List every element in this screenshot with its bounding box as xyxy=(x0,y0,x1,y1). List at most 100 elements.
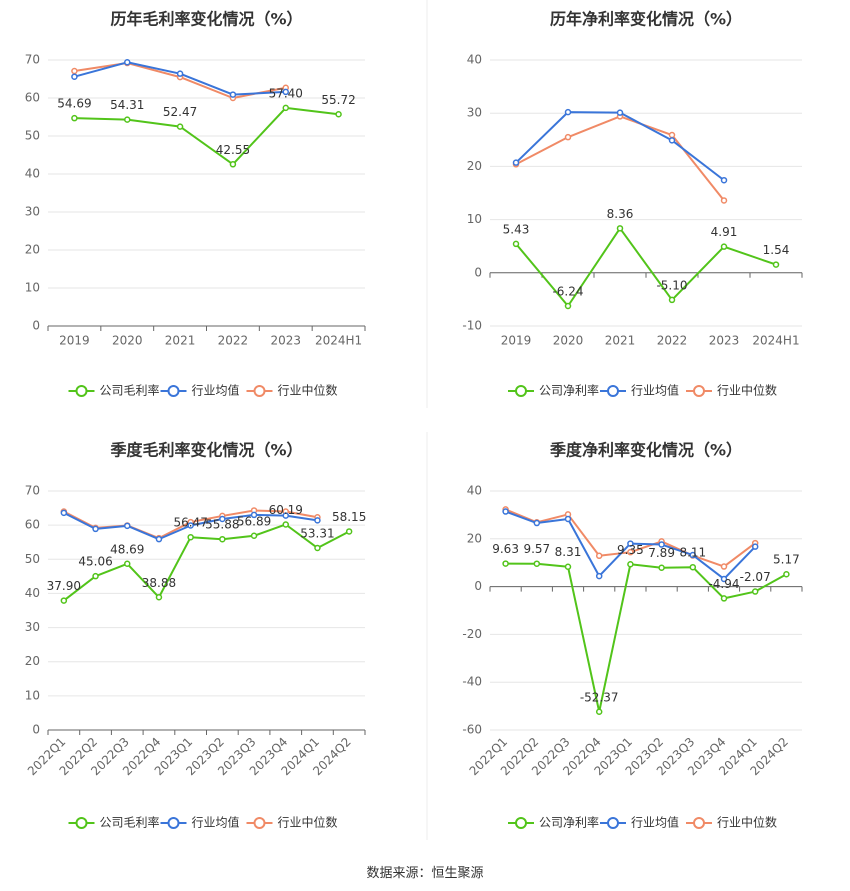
legend-item[interactable]: 公司毛利率 xyxy=(68,383,160,398)
data-point[interactable] xyxy=(60,509,68,517)
data-point[interactable] xyxy=(282,88,289,96)
data-label: 37.90 xyxy=(47,579,81,593)
data-point[interactable] xyxy=(155,535,163,543)
data-point[interactable] xyxy=(512,159,520,166)
data-point[interactable] xyxy=(616,225,624,232)
data-point[interactable] xyxy=(564,133,572,141)
data-point[interactable] xyxy=(345,528,353,535)
data-point[interactable] xyxy=(751,588,759,595)
y-tick-label: 30 xyxy=(25,620,40,634)
legend-item[interactable]: 公司毛利率 xyxy=(68,815,160,830)
data-point[interactable] xyxy=(187,522,194,529)
data-point[interactable] xyxy=(595,708,603,716)
x-tick-label: 2022 xyxy=(657,334,688,348)
data-point[interactable] xyxy=(627,561,634,568)
data-point[interactable] xyxy=(502,560,509,567)
data-point[interactable] xyxy=(219,515,226,523)
data-label: 9.57 xyxy=(523,542,550,556)
chart-annual-net-margin: 历年净利率变化情况（%） -10 0 10 20 30 40 2019 2020 2021 2022… xyxy=(462,10,803,398)
data-point[interactable] xyxy=(176,70,184,77)
data-point[interactable] xyxy=(92,572,99,580)
legend-item[interactable]: 行业均值 xyxy=(160,815,240,830)
data-point[interactable] xyxy=(314,517,321,524)
data-point[interactable] xyxy=(564,108,572,116)
data-point[interactable] xyxy=(124,116,131,123)
data-point[interactable] xyxy=(250,532,258,540)
data-point[interactable] xyxy=(668,296,676,304)
data-point[interactable] xyxy=(187,533,194,541)
data-point[interactable] xyxy=(124,522,131,530)
data-point[interactable] xyxy=(155,594,163,601)
data-point[interactable] xyxy=(229,161,237,168)
legend-item[interactable]: 行业中位数 xyxy=(686,383,777,398)
y-tick-label: -60 xyxy=(462,723,482,737)
legend-label: 行业均值 xyxy=(192,815,240,830)
legend-item[interactable]: 行业中位数 xyxy=(246,383,338,398)
data-point[interactable] xyxy=(751,543,759,550)
data-point[interactable] xyxy=(282,512,289,519)
x-tick-label: 2024H1 xyxy=(752,334,799,348)
data-point[interactable] xyxy=(658,541,665,548)
x-tick-label: 2019 xyxy=(59,334,90,348)
legend-item[interactable]: 行业均值 xyxy=(600,815,679,830)
legend-item[interactable]: 行业均值 xyxy=(160,383,240,398)
data-point[interactable] xyxy=(282,521,289,528)
y-tick-label: 30 xyxy=(467,106,482,120)
data-label: 56.89 xyxy=(237,514,271,528)
data-point[interactable] xyxy=(658,564,665,571)
data-label: 38.88 xyxy=(142,576,176,590)
data-point[interactable] xyxy=(595,572,603,580)
data-point[interactable] xyxy=(282,104,289,112)
data-point[interactable] xyxy=(124,560,131,568)
data-point[interactable] xyxy=(335,111,342,118)
data-point[interactable] xyxy=(533,519,541,527)
data-point[interactable] xyxy=(668,131,676,139)
x-tick-label: 2023 xyxy=(709,334,740,348)
data-point[interactable] xyxy=(60,597,68,604)
x-tick-label: 2024H1 xyxy=(315,334,362,348)
x-tick-label: 2021 xyxy=(165,334,196,348)
data-point[interactable] xyxy=(720,563,728,570)
data-point[interactable] xyxy=(772,261,780,268)
data-point[interactable] xyxy=(564,515,572,523)
legend-item[interactable]: 行业中位数 xyxy=(686,815,777,830)
data-point[interactable] xyxy=(595,552,603,560)
data-point[interactable] xyxy=(229,91,237,98)
y-tick-label: 0 xyxy=(474,579,482,593)
data-label: -4.94 xyxy=(708,577,739,591)
data-point[interactable] xyxy=(533,560,541,567)
data-point[interactable] xyxy=(176,123,184,130)
legend-item[interactable]: 行业中位数 xyxy=(246,815,338,830)
data-point[interactable] xyxy=(616,109,624,116)
data-point[interactable] xyxy=(720,595,728,602)
data-point[interactable] xyxy=(720,176,728,184)
data-point[interactable] xyxy=(564,302,572,310)
data-point[interactable] xyxy=(314,544,321,552)
legend-item[interactable]: 行业均值 xyxy=(600,383,679,398)
data-point[interactable] xyxy=(668,137,676,144)
data-label: 58.15 xyxy=(332,510,366,524)
data-point[interactable] xyxy=(71,67,78,75)
legend-label: 公司净利率 xyxy=(539,815,599,830)
data-point[interactable] xyxy=(627,548,634,556)
data-point[interactable] xyxy=(71,73,78,80)
data-point[interactable] xyxy=(124,59,131,66)
data-point[interactable] xyxy=(689,563,697,571)
data-point[interactable] xyxy=(627,540,634,547)
data-point[interactable] xyxy=(720,575,728,583)
data-point[interactable] xyxy=(720,197,728,204)
legend-marker-icon xyxy=(693,385,705,397)
legend-item[interactable]: 公司净利率 xyxy=(508,383,599,398)
data-point[interactable] xyxy=(783,570,790,578)
data-point[interactable] xyxy=(502,508,509,515)
data-point[interactable] xyxy=(92,525,99,533)
series-line xyxy=(63,523,350,602)
data-point[interactable] xyxy=(720,243,728,250)
legend-item[interactable]: 公司净利率 xyxy=(508,815,599,830)
data-point[interactable] xyxy=(250,511,258,519)
data-point[interactable] xyxy=(564,563,572,570)
data-point[interactable] xyxy=(219,535,226,543)
data-point[interactable] xyxy=(71,114,78,122)
data-point[interactable] xyxy=(512,240,520,248)
data-point[interactable] xyxy=(689,551,697,559)
